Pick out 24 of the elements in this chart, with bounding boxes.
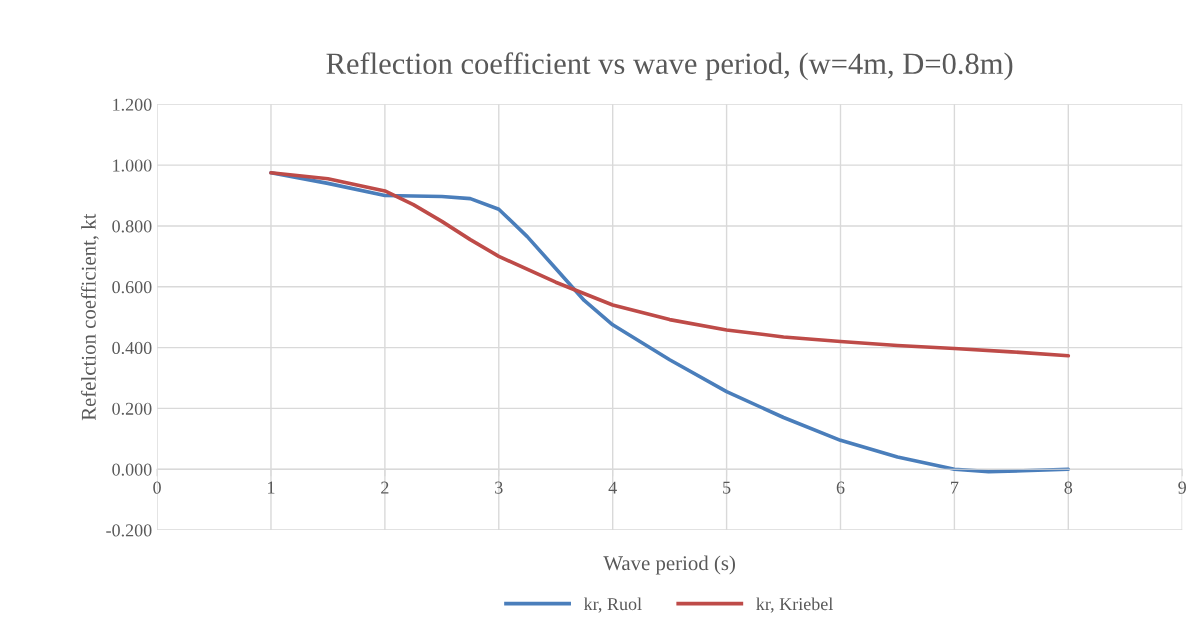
y-tick-label: 0.000 [112,463,152,476]
x-tick-label: 1 [268,481,275,494]
x-tick-label: 4 [608,481,617,494]
y-tick-label: 0.800 [112,220,152,233]
x-tick-label: 5 [723,481,731,494]
x-tick-label: 2 [381,481,389,494]
y-tick-label: 0.200 [112,402,152,415]
y-tick-label: -0.200 [106,524,152,537]
legend-label: kr, Kriebel [756,597,833,613]
x-tick-label: 7 [951,481,959,494]
y-axis-title: Refelction coefficient, kt [80,213,99,421]
y-tick-label: 0.600 [112,281,152,294]
x-tick-label: 0 [153,481,161,494]
line-series [269,170,1071,358]
y-tick-label: 1.000 [113,159,152,172]
x-tick-label: 9 [1178,481,1186,494]
y-tick-label: 0.400 [112,341,152,355]
x-axis-title: Wave period (s) [603,555,735,575]
x-tick-label: 8 [1064,481,1073,494]
chart-title: Reflection coefficient vs wave period, (w=4m, D=0.8m) [326,52,1013,81]
x-tick-label: 6 [836,481,845,494]
x-tick-label: 3 [495,481,503,494]
y-tick-label: 1.200 [113,98,152,111]
legend-label: kr, Ruol [583,597,642,613]
